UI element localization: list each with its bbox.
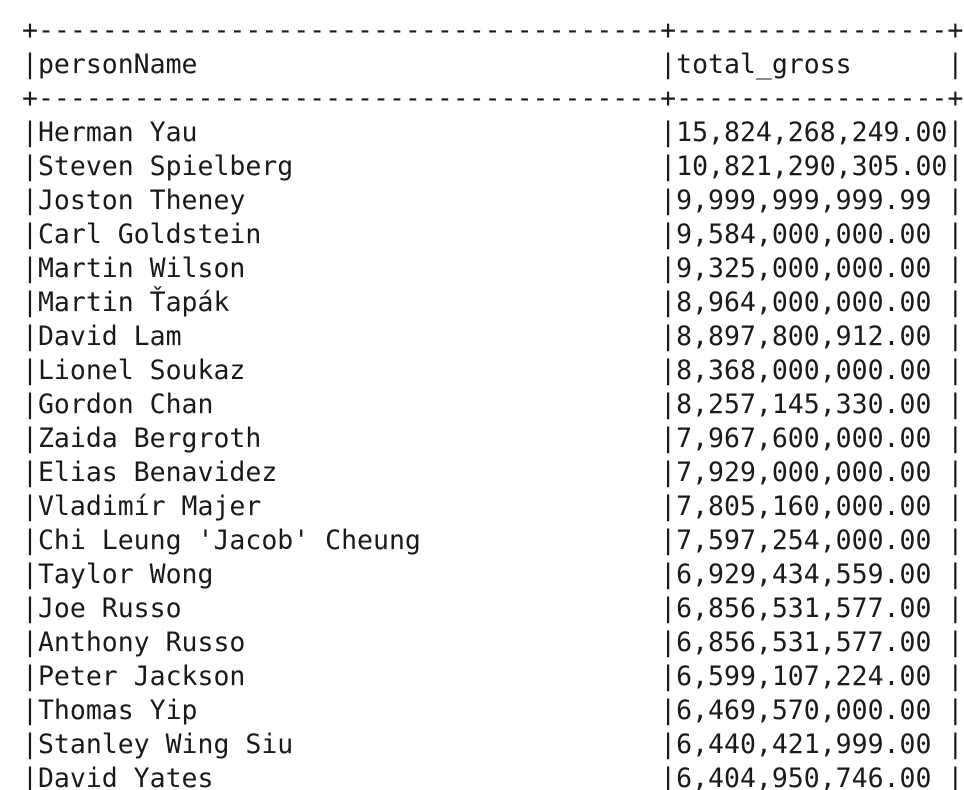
table-row: |David Yates |6,404,950,746.00 | — [22, 763, 964, 790]
table-row: |Thomas Yip |6,469,570,000.00 | — [22, 695, 964, 726]
table-row: |Taylor Wong |6,929,434,559.00 | — [22, 559, 964, 590]
table-border-top: +---------------------------------------… — [22, 15, 964, 46]
table-row: |Gordon Chan |8,257,145,330.00 | — [22, 389, 964, 420]
table-row: |Elias Benavidez |7,929,000,000.00 | — [22, 457, 964, 488]
table-row: |Zaida Bergroth |7,967,600,000.00 | — [22, 423, 964, 454]
table-row: |Steven Spielberg |10,821,290,305.00| — [22, 151, 964, 182]
table-row: |Herman Yau |15,824,268,249.00| — [22, 117, 964, 148]
table-border-header: +---------------------------------------… — [22, 83, 964, 114]
table-row: |Joe Russo |6,856,531,577.00 | — [22, 593, 964, 624]
table-row: |Joston Theney |9,999,999,999.99 | — [22, 185, 964, 216]
table-row: |Peter Jackson |6,599,107,224.00 | — [22, 661, 964, 692]
table-row: |Stanley Wing Siu |6,440,421,999.00 | — [22, 729, 964, 760]
table-row: |Martin Wilson |9,325,000,000.00 | — [22, 253, 964, 284]
table-row: |David Lam |8,897,800,912.00 | — [22, 321, 964, 352]
table-row: |Martin Ťapák |8,964,000,000.00 | — [22, 287, 964, 318]
table-row: |Carl Goldstein |9,584,000,000.00 | — [22, 219, 964, 250]
table-row: |Anthony Russo |6,856,531,577.00 | — [22, 627, 964, 658]
table-row: |Vladimír Majer |7,805,160,000.00 | — [22, 491, 964, 522]
table-row: |Chi Leung 'Jacob' Cheung |7,597,254,000… — [22, 525, 964, 556]
table-row: |Lionel Soukaz |8,368,000,000.00 | — [22, 355, 964, 386]
table-header: |personName |total_gross | — [22, 49, 964, 80]
